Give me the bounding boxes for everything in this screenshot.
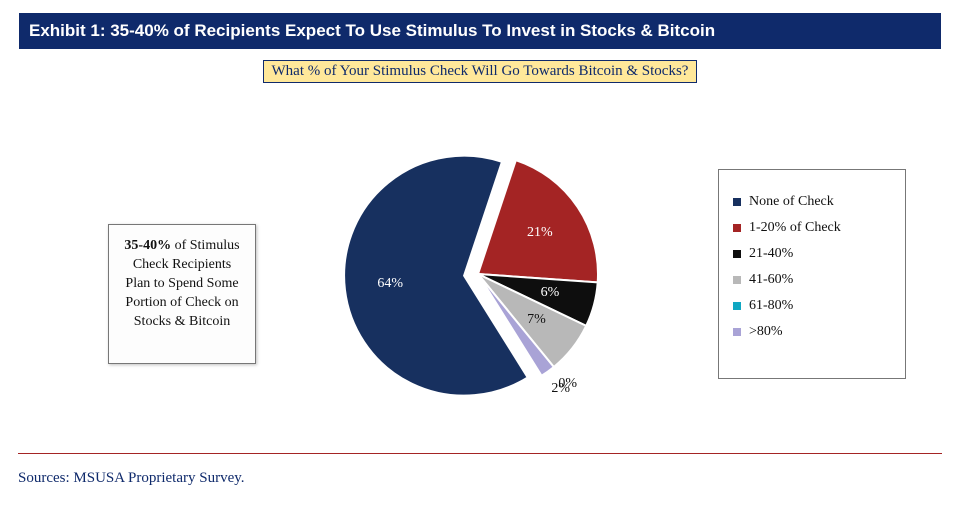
callout-bold: 35-40% xyxy=(124,238,171,253)
pie-slice-label: 64% xyxy=(377,276,403,292)
legend-item: None of Check xyxy=(733,194,891,210)
legend-label: >80% xyxy=(749,324,783,340)
pie-slice-label: 2% xyxy=(551,381,570,397)
exhibit-title-text: Exhibit 1: 35-40% of Recipients Expect T… xyxy=(29,21,715,40)
pie-slice-label: 7% xyxy=(527,312,546,328)
pie-slice-label: 21% xyxy=(527,225,553,241)
legend-item: 21-40% xyxy=(733,246,891,262)
legend-swatch xyxy=(733,328,741,336)
legend-swatch xyxy=(733,224,741,232)
content-area: 35-40% of Stimulus Check Recipients Plan… xyxy=(18,89,942,419)
callout-box: 35-40% of Stimulus Check Recipients Plan… xyxy=(108,224,256,364)
chart-subtitle: What % of Your Stimulus Check Will Go To… xyxy=(263,60,698,83)
legend-item: 1-20% of Check xyxy=(733,220,891,236)
pie-svg xyxy=(298,94,658,454)
legend-box: None of Check 1-20% of Check 21-40% 41-60% 6… xyxy=(718,169,906,379)
legend-swatch xyxy=(733,276,741,284)
legend-swatch xyxy=(733,198,741,206)
legend-item: 41-60% xyxy=(733,272,891,288)
legend-label: None of Check xyxy=(749,194,834,210)
subtitle-wrap: What % of Your Stimulus Check Will Go To… xyxy=(18,60,942,83)
legend-item: >80% xyxy=(733,324,891,340)
legend-label: 61-80% xyxy=(749,298,793,314)
legend-swatch xyxy=(733,250,741,258)
pie-chart: 64%21%6%7%0%2% xyxy=(298,94,658,454)
legend-item: 61-80% xyxy=(733,298,891,314)
legend-label: 1-20% of Check xyxy=(749,220,841,236)
legend-swatch xyxy=(733,302,741,310)
source-line: Sources: MSUSA Proprietary Survey. xyxy=(18,470,245,487)
pie-slice-label: 6% xyxy=(541,285,560,301)
bottom-rule xyxy=(18,453,942,454)
legend-label: 41-60% xyxy=(749,272,793,288)
exhibit-root: Exhibit 1: 35-40% of Recipients Expect T… xyxy=(0,0,960,510)
legend-label: 21-40% xyxy=(749,246,793,262)
exhibit-title-bar: Exhibit 1: 35-40% of Recipients Expect T… xyxy=(18,12,942,50)
